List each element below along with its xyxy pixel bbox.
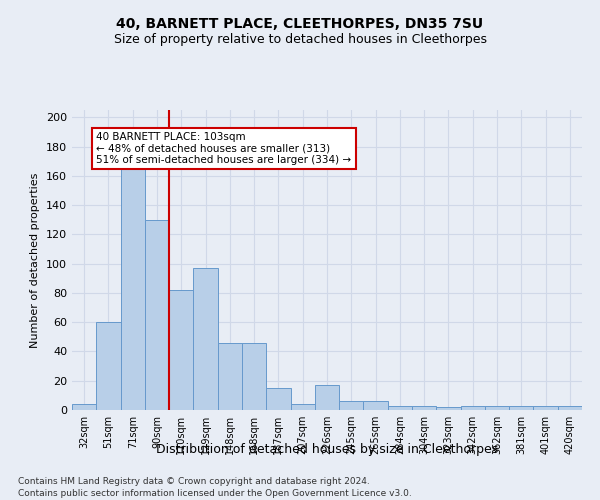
- Bar: [485, 406, 509, 410]
- Bar: [315, 385, 339, 410]
- Bar: [412, 406, 436, 410]
- Bar: [339, 401, 364, 410]
- Text: Contains public sector information licensed under the Open Government Licence v3: Contains public sector information licen…: [18, 489, 412, 498]
- Bar: [388, 406, 412, 410]
- Bar: [266, 388, 290, 410]
- Bar: [436, 407, 461, 410]
- Text: 40, BARNETT PLACE, CLEETHORPES, DN35 7SU: 40, BARNETT PLACE, CLEETHORPES, DN35 7SU: [116, 18, 484, 32]
- Bar: [96, 322, 121, 410]
- Bar: [509, 406, 533, 410]
- Bar: [533, 406, 558, 410]
- Bar: [461, 406, 485, 410]
- Bar: [218, 342, 242, 410]
- Bar: [242, 342, 266, 410]
- Bar: [145, 220, 169, 410]
- Y-axis label: Number of detached properties: Number of detached properties: [31, 172, 40, 348]
- Bar: [169, 290, 193, 410]
- Bar: [558, 406, 582, 410]
- Bar: [121, 168, 145, 410]
- Text: 40 BARNETT PLACE: 103sqm
← 48% of detached houses are smaller (313)
51% of semi-: 40 BARNETT PLACE: 103sqm ← 48% of detach…: [96, 132, 352, 165]
- Bar: [193, 268, 218, 410]
- Text: Contains HM Land Registry data © Crown copyright and database right 2024.: Contains HM Land Registry data © Crown c…: [18, 478, 370, 486]
- Text: Distribution of detached houses by size in Cleethorpes: Distribution of detached houses by size …: [156, 442, 498, 456]
- Bar: [364, 401, 388, 410]
- Bar: [290, 404, 315, 410]
- Text: Size of property relative to detached houses in Cleethorpes: Size of property relative to detached ho…: [113, 32, 487, 46]
- Bar: [72, 404, 96, 410]
